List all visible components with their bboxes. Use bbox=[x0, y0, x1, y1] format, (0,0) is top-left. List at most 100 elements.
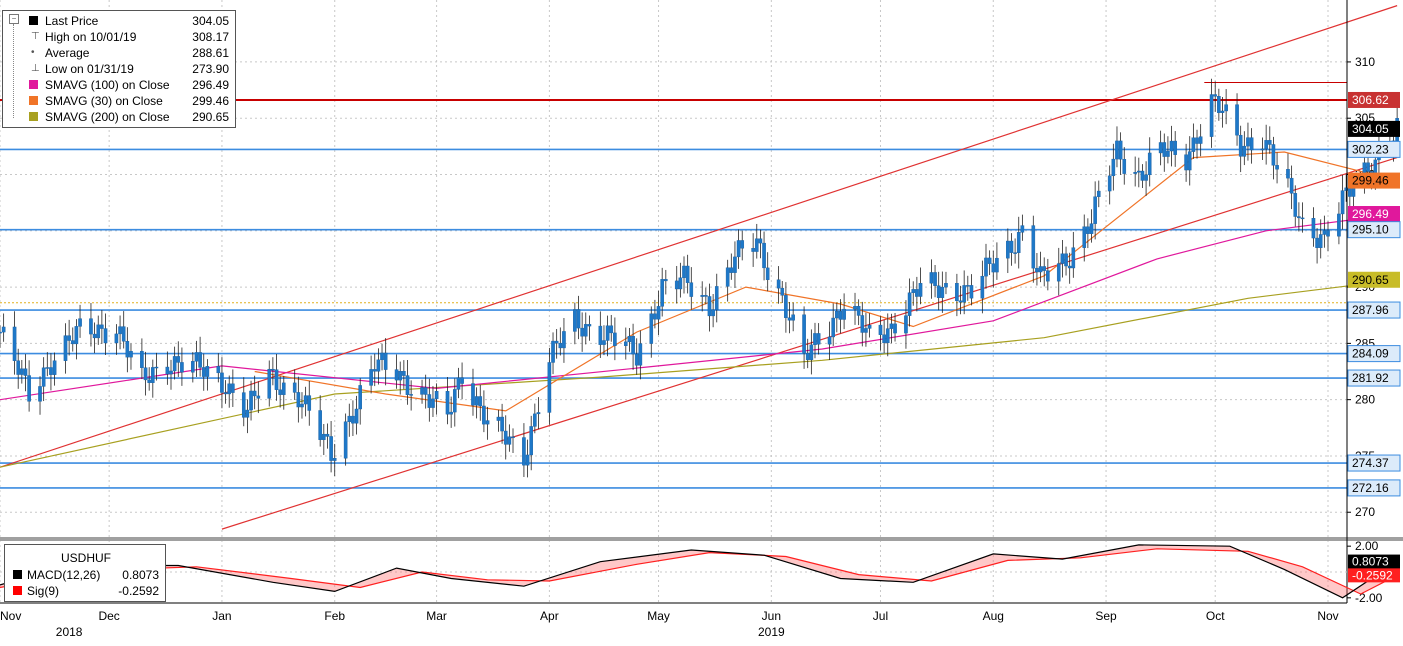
candle-body bbox=[1140, 170, 1145, 181]
candle-body bbox=[1086, 226, 1090, 234]
month-tick-label: Nov bbox=[1317, 609, 1338, 623]
candle-body bbox=[904, 315, 908, 334]
candle-body bbox=[423, 387, 428, 395]
candle-body bbox=[1006, 240, 1010, 259]
candle-body bbox=[598, 325, 603, 345]
price-label-bg bbox=[1348, 271, 1400, 288]
candle-body bbox=[434, 391, 439, 400]
candle-body bbox=[929, 272, 934, 284]
price-label-bg bbox=[1347, 479, 1401, 497]
candle-body bbox=[329, 436, 333, 461]
candle-body bbox=[882, 334, 886, 344]
candle-body bbox=[332, 458, 337, 461]
candle-body bbox=[1107, 175, 1112, 192]
candle-body bbox=[456, 377, 461, 390]
candle-body bbox=[725, 267, 730, 287]
candle-body bbox=[707, 296, 712, 317]
candle-body bbox=[12, 326, 17, 361]
candle-body bbox=[1315, 237, 1319, 248]
candle-body bbox=[678, 277, 683, 290]
candle-body bbox=[751, 248, 755, 252]
candle-body bbox=[962, 285, 966, 303]
candle-body bbox=[1038, 266, 1043, 273]
candle-body bbox=[482, 405, 486, 425]
candle-body bbox=[1013, 252, 1017, 254]
candle-body bbox=[347, 415, 352, 422]
candle-body bbox=[940, 286, 945, 298]
candle-body bbox=[176, 356, 181, 363]
candle-body bbox=[1289, 177, 1294, 194]
candle-body bbox=[1242, 145, 1247, 157]
legend-swatch bbox=[13, 586, 22, 595]
candle-body bbox=[70, 340, 75, 345]
candle-body bbox=[1158, 142, 1163, 154]
candle-body bbox=[1195, 137, 1199, 144]
candle-body bbox=[1162, 142, 1167, 157]
candle-body bbox=[220, 372, 224, 393]
candle-body bbox=[1337, 213, 1341, 237]
candle-body bbox=[372, 369, 377, 372]
candle-body bbox=[507, 436, 512, 445]
candle-body bbox=[245, 409, 250, 418]
legend-swatch bbox=[13, 570, 22, 579]
candle-body bbox=[711, 309, 715, 317]
candle-body bbox=[125, 341, 130, 358]
candle-body bbox=[605, 325, 610, 341]
candle-body bbox=[893, 323, 897, 334]
candle-body bbox=[292, 382, 297, 393]
candle-body bbox=[92, 333, 97, 339]
price-label-box: 272.16 bbox=[1347, 479, 1401, 497]
price-label-bg bbox=[1347, 345, 1401, 363]
candle-body bbox=[405, 375, 410, 395]
price-label-text: 296.49 bbox=[1352, 207, 1389, 221]
candle-body bbox=[1009, 240, 1014, 253]
candle-body bbox=[835, 310, 839, 319]
candle-body bbox=[1111, 158, 1116, 177]
candle-body bbox=[740, 240, 745, 249]
candle-body bbox=[307, 395, 312, 411]
candle-body bbox=[460, 377, 464, 384]
candle-body bbox=[205, 366, 210, 377]
candle-body bbox=[49, 367, 53, 375]
legend-row: SMAVG (30) on Close 299.46 bbox=[3, 93, 235, 109]
candle-body bbox=[918, 283, 923, 297]
price-label-bg bbox=[1347, 140, 1401, 158]
trend-channel-line bbox=[221, 157, 1398, 530]
candle-body bbox=[252, 390, 257, 397]
candle-body bbox=[121, 326, 126, 342]
candle-body bbox=[45, 367, 50, 369]
candle-body bbox=[1122, 159, 1127, 174]
candle-body bbox=[1213, 94, 1218, 97]
month-tick-label: Jul bbox=[873, 609, 888, 623]
legend-swatch bbox=[29, 16, 38, 25]
macd-legend: USDHUF MACD(12,26) 0.8073 Sig(9) -0.2592 bbox=[4, 544, 166, 602]
candle-body bbox=[576, 309, 581, 329]
candle-body bbox=[1271, 144, 1276, 166]
candle-body bbox=[511, 436, 515, 438]
candle-body bbox=[20, 368, 24, 375]
candle-body bbox=[1275, 165, 1279, 170]
macd-value-box: -0.2592 bbox=[1348, 568, 1400, 583]
candle-body bbox=[0, 331, 2, 334]
tree-connector bbox=[13, 24, 22, 118]
candle-body bbox=[780, 287, 785, 296]
price-tick-label: 280 bbox=[1355, 393, 1375, 407]
candle-body bbox=[38, 386, 42, 402]
candle-body bbox=[322, 433, 326, 440]
price-label-text: 274.37 bbox=[1352, 456, 1389, 470]
candle-body bbox=[227, 383, 232, 395]
candle-body bbox=[1133, 172, 1137, 174]
candle-body bbox=[885, 328, 890, 344]
candle-body bbox=[660, 279, 664, 307]
sma200-line bbox=[0, 279, 1398, 468]
candle-body bbox=[1184, 154, 1188, 171]
candle-body bbox=[1344, 187, 1348, 191]
macd-value-box: 0.8073 bbox=[1348, 554, 1400, 569]
year-tick-label: 2018 bbox=[56, 625, 83, 639]
price-label-text: 290.65 bbox=[1352, 273, 1389, 287]
month-tick-label: Nov bbox=[0, 609, 21, 623]
candle-body bbox=[1, 326, 6, 333]
price-label-box: 304.05 bbox=[1348, 120, 1400, 137]
collapse-icon[interactable]: − bbox=[9, 14, 19, 24]
macd-line bbox=[0, 544, 1398, 599]
